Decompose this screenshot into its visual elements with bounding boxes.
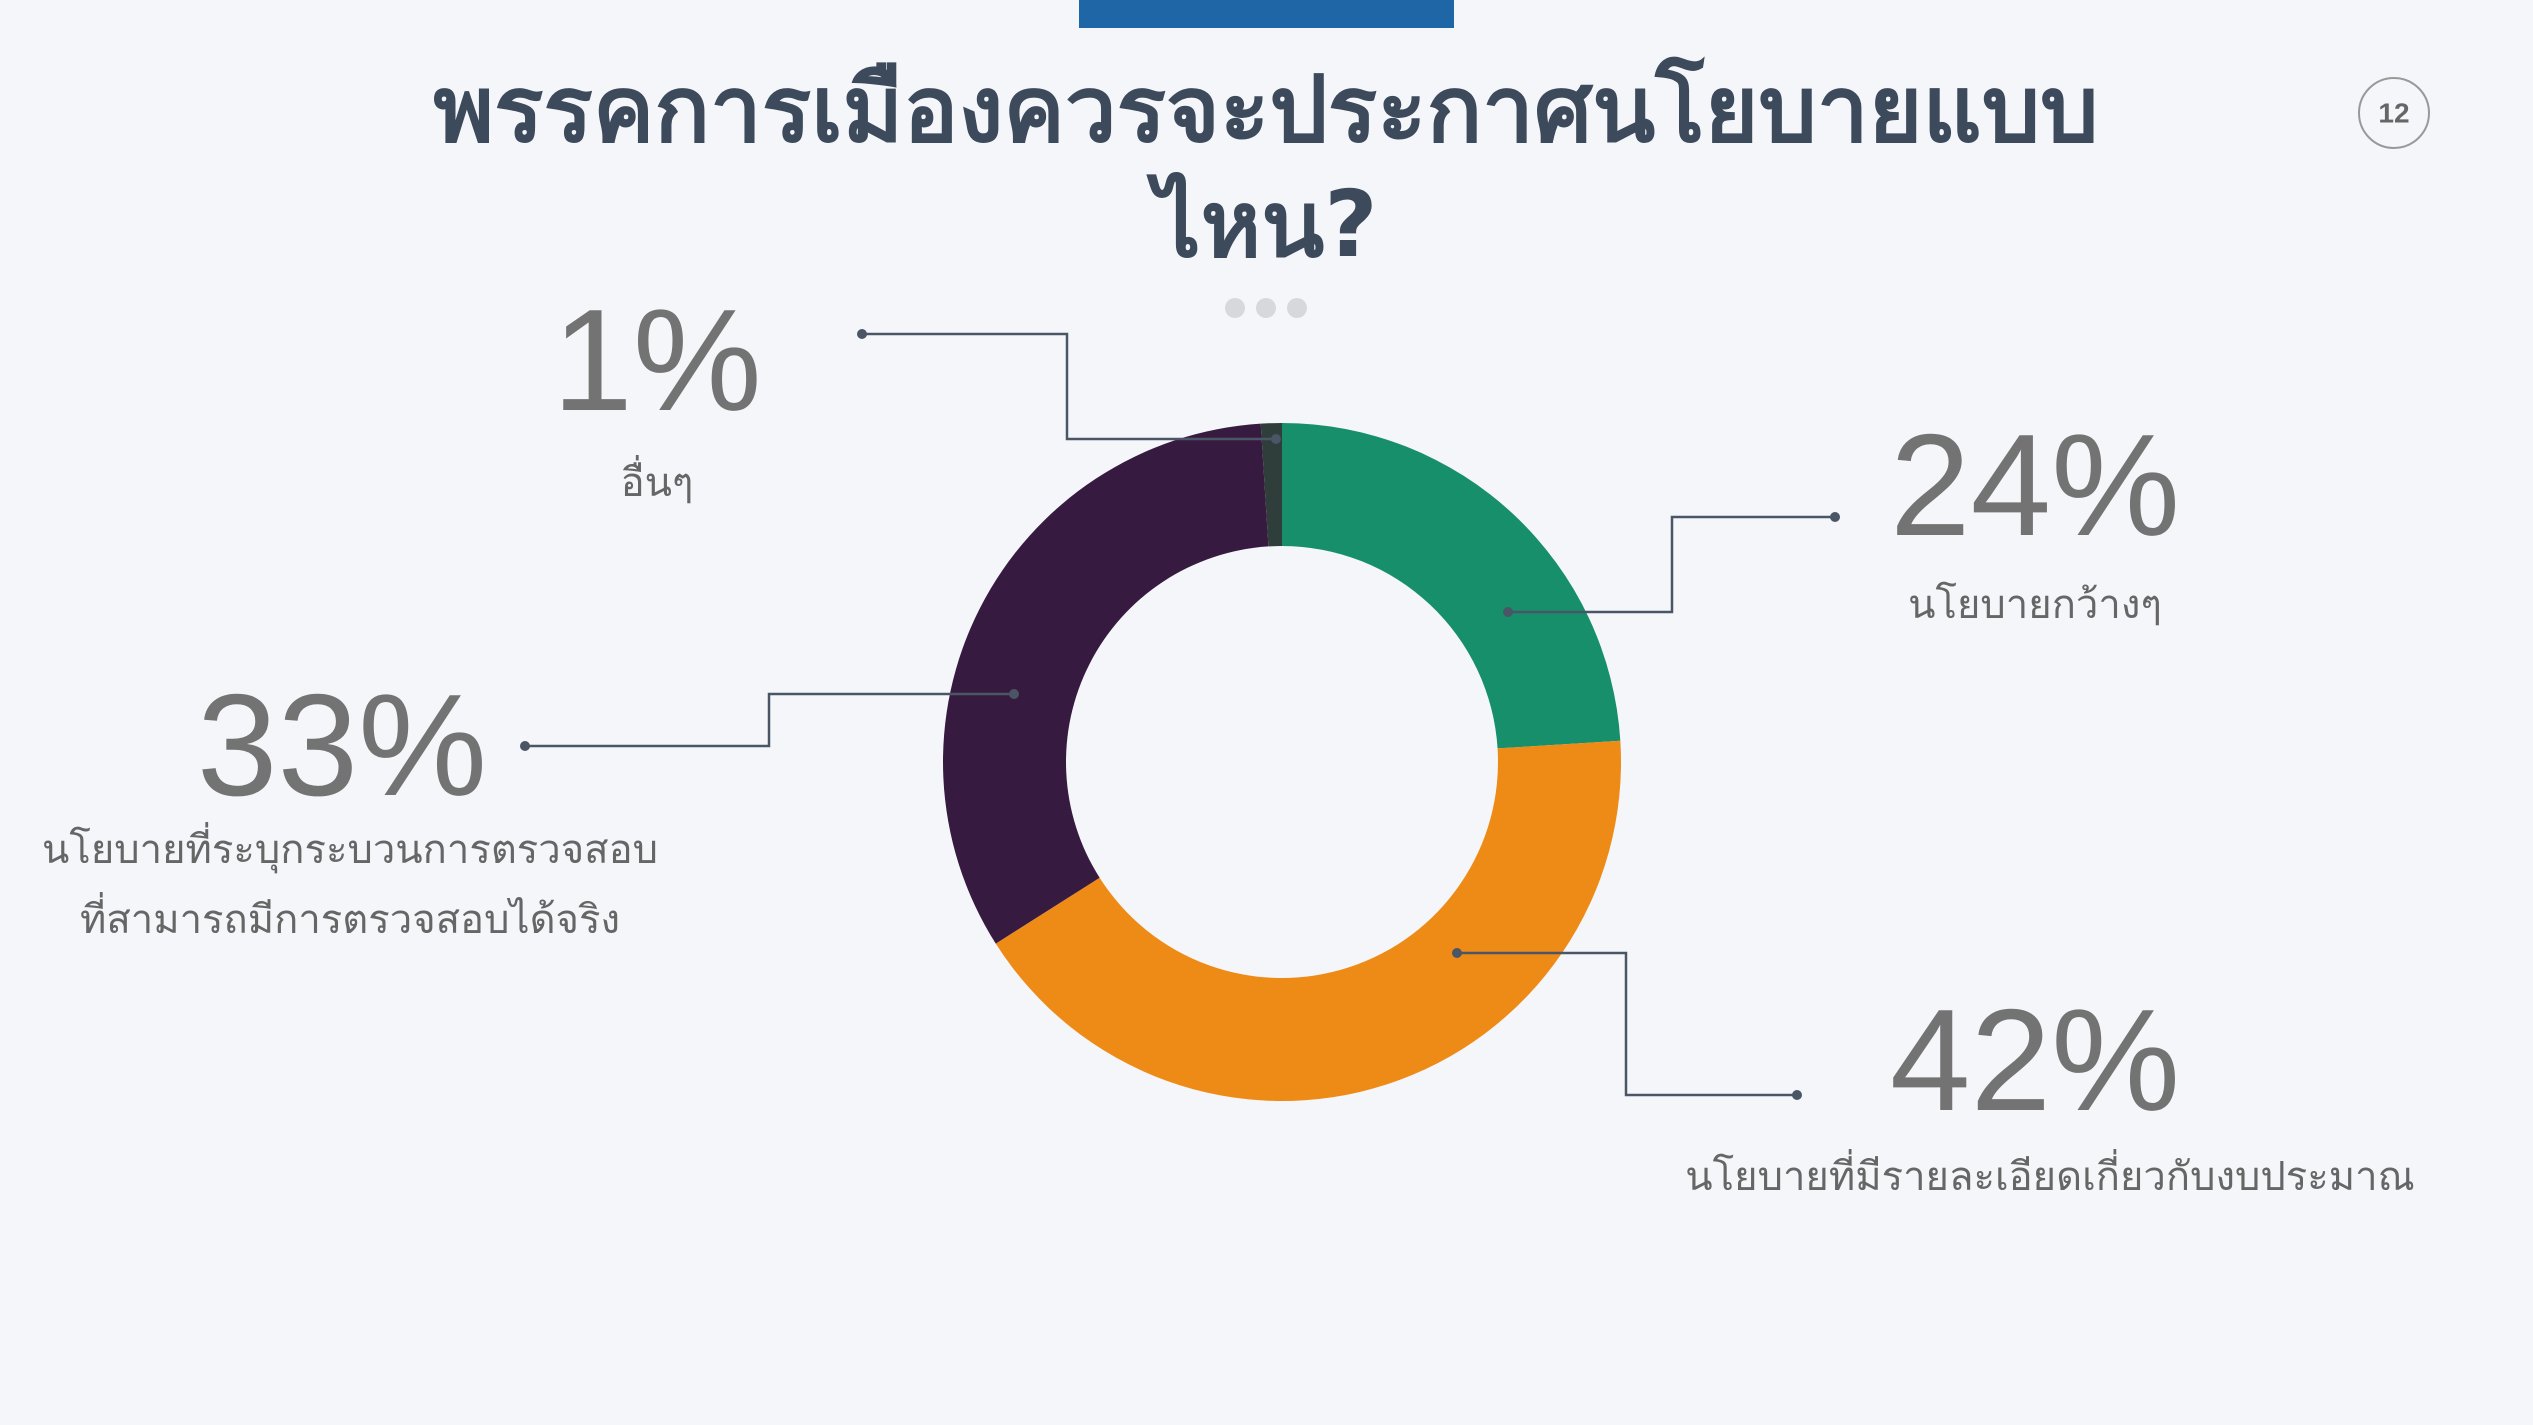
leader-line <box>525 692 1014 748</box>
category-label: นโยบายกว้างๆ <box>1908 582 2162 628</box>
top-bar <box>1079 0 1454 28</box>
value-label: 1% <box>552 279 762 441</box>
category-label: นโยบายที่ระบุกระบวนการตรวจสอบที่สามารถมี… <box>41 827 658 943</box>
leader-dot <box>1271 434 1281 444</box>
value-label: 42% <box>1889 979 2181 1141</box>
leader-line <box>862 332 1276 441</box>
leader-line <box>1508 515 1835 614</box>
leader-dot <box>1830 512 1840 522</box>
dot <box>1225 298 1245 318</box>
leader-dot <box>1792 1090 1802 1100</box>
donut-segment <box>943 423 1269 944</box>
title: พรรคการเมืองควรจะประกาศนโยบายแบบไหน? <box>433 56 2099 278</box>
leader-dot <box>1452 948 1462 958</box>
donut-segment <box>995 740 1621 1101</box>
page-number-circle <box>2358 77 2430 149</box>
page-number: 12 <box>2378 97 2409 128</box>
value-label: 33% <box>196 664 488 826</box>
donut-segment <box>1260 423 1282 547</box>
leader-dot <box>1503 607 1513 617</box>
value-label: 24% <box>1889 404 2181 566</box>
leader-line <box>1457 951 1797 1097</box>
donut-segment <box>1282 423 1621 749</box>
category-label: อื่นๆ <box>620 460 694 506</box>
dot <box>1287 298 1307 318</box>
leader-dot <box>520 741 530 751</box>
category-label: นโยบายที่มีรายละเอียดเกี่ยวกับงบประมาณ <box>1685 1154 2415 1200</box>
leader-dot <box>1009 689 1019 699</box>
leader-dot <box>857 329 867 339</box>
dot <box>1256 298 1276 318</box>
